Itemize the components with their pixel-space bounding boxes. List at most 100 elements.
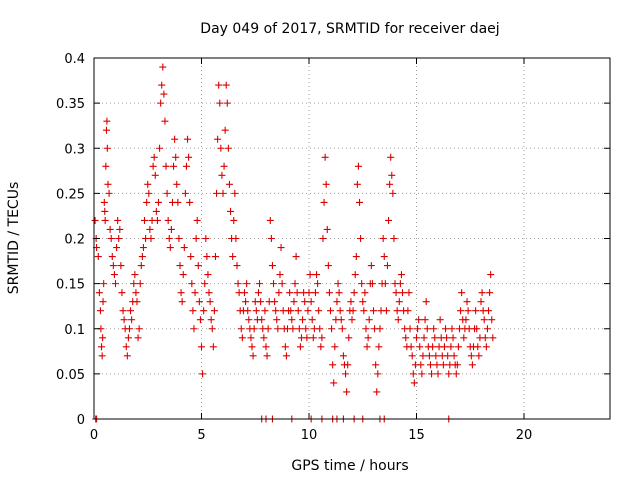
data-point xyxy=(434,370,442,378)
data-point xyxy=(318,334,326,342)
data-point xyxy=(249,352,257,360)
data-point xyxy=(291,280,299,288)
data-point xyxy=(274,325,282,333)
data-point xyxy=(293,289,301,297)
data-point xyxy=(359,298,367,306)
data-point xyxy=(161,117,169,125)
data-point xyxy=(402,334,410,342)
data-point xyxy=(358,280,366,288)
data-point xyxy=(125,325,133,333)
data-point xyxy=(342,370,350,378)
data-point xyxy=(191,289,199,297)
data-point xyxy=(113,244,121,252)
data-point xyxy=(101,207,109,215)
y-tick-label: 0.15 xyxy=(56,278,85,293)
x-tick-label: 15 xyxy=(408,428,425,443)
data-point xyxy=(158,81,166,89)
data-point xyxy=(271,298,279,306)
x-tick-label: 5 xyxy=(197,428,205,443)
data-point xyxy=(155,198,162,206)
data-point xyxy=(328,325,336,333)
data-point xyxy=(426,361,434,369)
data-point xyxy=(250,325,258,333)
data-point xyxy=(112,280,119,288)
data-point xyxy=(286,289,294,297)
data-point xyxy=(448,325,456,333)
y-tick-label: 0.1 xyxy=(64,323,85,338)
data-point xyxy=(414,325,422,333)
chart-title: Day 049 of 2017, SRMTID for receiver dae… xyxy=(200,21,499,37)
data-point xyxy=(173,180,181,188)
data-point xyxy=(277,244,285,252)
data-point xyxy=(102,162,110,170)
data-point xyxy=(115,235,123,242)
data-point xyxy=(143,198,151,206)
data-point xyxy=(431,334,439,342)
data-point xyxy=(262,343,270,351)
data-point xyxy=(181,189,189,197)
data-point xyxy=(108,253,116,261)
data-point xyxy=(138,253,146,261)
data-point xyxy=(206,298,214,306)
data-point xyxy=(337,316,345,324)
data-point xyxy=(425,352,433,360)
data-point xyxy=(205,289,213,297)
data-point xyxy=(323,225,331,233)
data-point xyxy=(394,316,402,324)
data-point xyxy=(215,81,223,89)
data-point xyxy=(98,343,106,351)
data-point xyxy=(162,162,170,170)
data-point xyxy=(447,343,455,351)
data-point xyxy=(99,298,107,306)
data-point xyxy=(306,271,314,279)
data-point xyxy=(248,343,256,351)
data-point xyxy=(152,207,160,215)
data-point xyxy=(150,153,158,161)
data-point xyxy=(109,262,117,270)
data-point xyxy=(368,280,376,288)
data-point xyxy=(266,216,274,224)
data-point xyxy=(376,325,384,333)
data-point xyxy=(176,262,184,270)
data-point xyxy=(349,307,357,315)
x-axis-label: GPS time / hours xyxy=(291,458,408,474)
data-point xyxy=(224,144,232,152)
data-point xyxy=(186,198,194,206)
data-point xyxy=(409,370,417,378)
data-point xyxy=(214,135,222,143)
data-point xyxy=(202,235,210,242)
data-point xyxy=(449,334,457,342)
y-tick-label: 0.3 xyxy=(64,142,85,157)
data-point xyxy=(316,325,324,333)
data-point xyxy=(184,135,192,143)
data-point xyxy=(309,334,317,342)
data-point xyxy=(317,343,325,351)
data-point xyxy=(263,352,271,360)
data-point xyxy=(362,325,370,333)
data-point xyxy=(467,352,475,360)
x-tick-label: 10 xyxy=(301,428,318,443)
data-point xyxy=(124,334,132,342)
data-point xyxy=(405,289,413,297)
data-point xyxy=(178,298,186,306)
data-point xyxy=(110,271,118,279)
data-point xyxy=(464,307,472,315)
data-point xyxy=(433,361,441,369)
data-point xyxy=(417,361,425,369)
data-point xyxy=(106,225,114,233)
data-point xyxy=(418,370,426,378)
data-point xyxy=(96,307,104,315)
data-point xyxy=(232,235,240,242)
data-point xyxy=(307,298,315,306)
data-point xyxy=(353,180,361,188)
data-point xyxy=(122,343,130,351)
data-point xyxy=(392,289,400,297)
data-point xyxy=(276,271,284,279)
data-point xyxy=(230,216,238,224)
data-point xyxy=(294,307,302,315)
y-tick-label: 0 xyxy=(77,413,85,428)
data-point xyxy=(220,162,228,170)
data-point xyxy=(345,334,353,342)
data-point xyxy=(356,198,364,206)
data-point xyxy=(151,171,159,179)
